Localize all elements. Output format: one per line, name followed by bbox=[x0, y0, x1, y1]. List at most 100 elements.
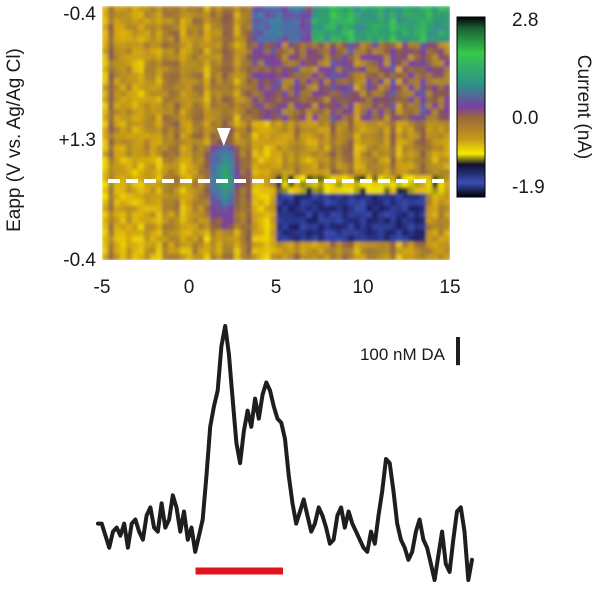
heatmap-cell bbox=[306, 199, 313, 207]
heatmap-cell bbox=[180, 114, 187, 122]
heatmap-cell bbox=[204, 60, 211, 68]
heatmap-cell bbox=[336, 253, 343, 260]
heatmap-cell bbox=[114, 163, 121, 170]
heatmap-cell bbox=[366, 205, 373, 213]
heatmap-cell bbox=[420, 139, 427, 146]
heatmap-cell bbox=[276, 42, 283, 49]
heatmap-cell bbox=[210, 78, 217, 86]
heatmap-cell bbox=[198, 114, 205, 122]
heatmap-cell bbox=[198, 205, 205, 213]
heatmap-cell bbox=[198, 96, 205, 104]
heatmap-cell bbox=[342, 229, 349, 237]
heatmap-cell bbox=[414, 199, 421, 207]
heatmap-cell bbox=[138, 120, 145, 128]
heatmap-cell bbox=[342, 133, 349, 140]
heatmap-cell bbox=[120, 84, 127, 92]
heatmap-cell bbox=[402, 36, 409, 43]
heatmap-cell bbox=[324, 114, 331, 122]
heatmap-cell bbox=[180, 175, 187, 182]
heatmap-cell bbox=[276, 72, 283, 80]
heatmap-cell bbox=[114, 181, 121, 189]
heatmap-cell bbox=[360, 72, 367, 80]
heatmap-cell bbox=[396, 187, 403, 195]
heatmap-cell bbox=[198, 12, 205, 19]
heatmap-cell bbox=[186, 235, 193, 243]
heatmap-cell bbox=[300, 126, 307, 134]
heatmap-cell bbox=[432, 102, 439, 110]
heatmap-cell bbox=[126, 181, 133, 189]
heatmap-cell bbox=[354, 54, 361, 62]
heatmap-cell bbox=[264, 193, 271, 201]
heatmap-cell bbox=[366, 102, 373, 110]
heatmap-cell bbox=[138, 199, 145, 207]
heatmap-cell bbox=[282, 235, 289, 243]
heatmap-cell bbox=[348, 96, 355, 104]
heatmap-cell bbox=[402, 84, 409, 92]
heatmap-cell bbox=[306, 157, 313, 164]
heatmap-cell bbox=[306, 30, 313, 37]
heatmap-cell bbox=[408, 78, 415, 86]
heatmap-cell bbox=[204, 241, 211, 249]
heatmap-cell bbox=[426, 229, 433, 237]
heatmap-cell bbox=[174, 247, 181, 255]
heatmap-cell bbox=[348, 24, 355, 31]
heatmap-cell bbox=[276, 6, 283, 13]
heatmap-cell bbox=[126, 12, 133, 19]
heatmap-cell bbox=[336, 169, 343, 176]
heatmap-cell bbox=[132, 66, 139, 74]
heatmap-cell bbox=[186, 247, 193, 255]
heatmap-cell bbox=[324, 157, 331, 164]
heatmap-cell bbox=[126, 229, 133, 237]
heatmap-cell bbox=[426, 217, 433, 225]
heatmap-cell bbox=[282, 120, 289, 128]
heatmap-cell bbox=[438, 126, 445, 134]
heatmap-cell bbox=[222, 235, 229, 243]
heatmap-cell bbox=[342, 66, 349, 74]
heatmap-cell bbox=[306, 54, 313, 62]
heatmap-cell bbox=[306, 42, 313, 49]
heatmap-cell bbox=[282, 223, 289, 231]
heatmap-cell bbox=[234, 199, 241, 207]
heatmap-cell bbox=[318, 247, 325, 255]
heatmap-cell bbox=[198, 187, 205, 195]
heatmap-cell bbox=[102, 72, 109, 80]
heatmap-cell bbox=[162, 90, 169, 98]
heatmap-cell bbox=[132, 18, 139, 25]
heatmap-cell bbox=[222, 18, 229, 25]
heatmap-cell bbox=[192, 157, 199, 164]
heatmap-cell bbox=[306, 145, 313, 152]
heatmap-cell bbox=[162, 235, 169, 243]
heatmap-cell bbox=[360, 42, 367, 49]
heatmap-cell bbox=[210, 205, 217, 213]
heatmap-cell bbox=[108, 96, 115, 104]
heatmap-cell bbox=[204, 193, 211, 201]
heatmap-cell bbox=[360, 108, 367, 116]
heatmap-cell bbox=[126, 157, 133, 164]
heatmap-cell bbox=[306, 205, 313, 213]
heatmap-cell bbox=[150, 139, 157, 146]
heatmap-cell bbox=[168, 193, 175, 201]
heatmap-cell bbox=[432, 187, 439, 195]
heatmap-cell bbox=[186, 241, 193, 249]
heatmap-cell bbox=[192, 84, 199, 92]
heatmap-cell bbox=[330, 223, 337, 231]
heatmap-cell bbox=[138, 175, 145, 182]
heatmap-cell bbox=[408, 151, 415, 158]
heatmap-cell bbox=[342, 114, 349, 122]
heatmap-cell bbox=[378, 60, 385, 68]
heatmap-cell bbox=[150, 199, 157, 207]
heatmap-cell bbox=[156, 157, 163, 164]
heatmap-cell bbox=[156, 247, 163, 255]
heatmap-cell bbox=[222, 42, 229, 49]
heatmap-cell bbox=[174, 42, 181, 49]
heatmap-cell bbox=[414, 193, 421, 201]
heatmap-cell bbox=[414, 12, 421, 19]
heatmap-cell bbox=[336, 139, 343, 146]
heatmap-cell bbox=[204, 54, 211, 62]
heatmap-cell bbox=[264, 247, 271, 255]
heatmap-cell bbox=[402, 211, 409, 219]
heatmap-cell bbox=[222, 66, 229, 74]
heatmap-cell bbox=[438, 54, 445, 62]
heatmap-cell bbox=[336, 199, 343, 207]
heatmap-cell bbox=[270, 84, 277, 92]
